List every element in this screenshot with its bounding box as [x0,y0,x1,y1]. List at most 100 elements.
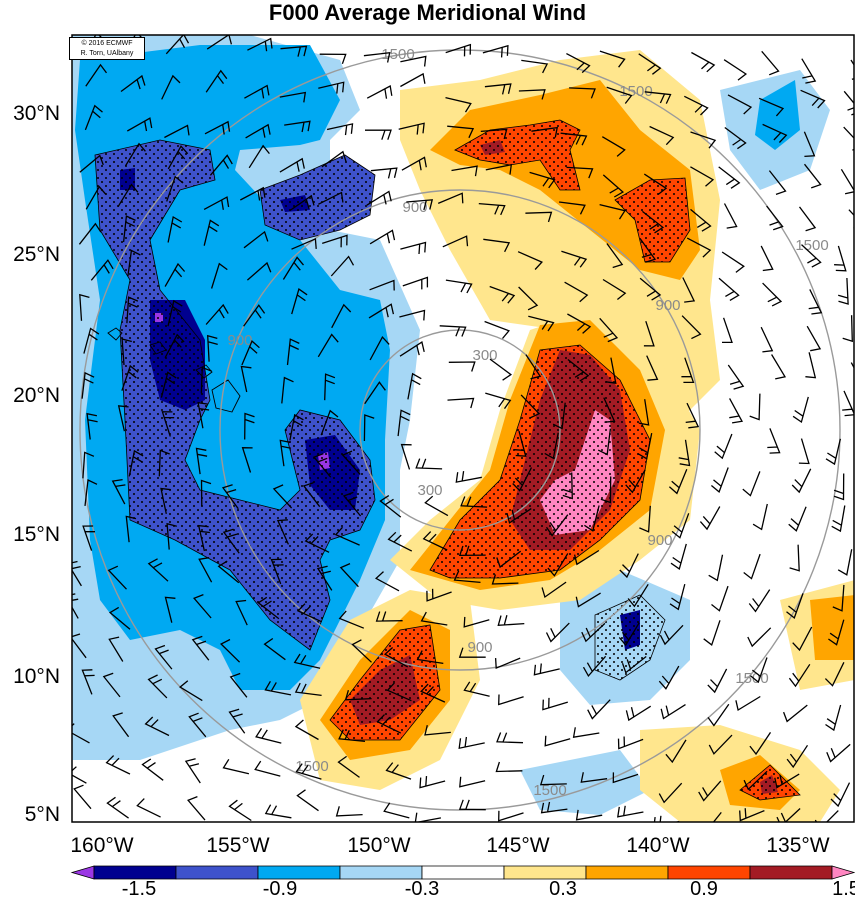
wind-barb [690,166,715,187]
wind-barb [798,206,817,232]
wind-barb [458,647,486,658]
credit-line-1: © 2016 ECMWF [81,40,133,47]
wind-barb [369,279,395,291]
wind-barb [483,238,511,253]
island-maui [195,364,213,379]
wind-barb [270,558,284,585]
wind-barb [243,230,269,249]
wind-barb [85,185,107,210]
lon-label-155W: 155°W [206,834,270,857]
wind-barb [621,655,647,674]
wind-barb [402,276,429,290]
wind-barb [739,808,765,822]
wind-barb [338,729,366,743]
wind-barb [491,574,519,585]
wind-barb [637,432,653,460]
wind-barb [363,414,375,442]
wind-barb [485,163,513,175]
wind-barb [369,229,396,245]
wind-barb [803,163,822,189]
wind-barb [401,156,427,171]
wind-barb [665,739,687,764]
wind-barb [485,392,512,409]
wind-barb [544,432,559,460]
wind-barb [228,799,252,822]
wind-barb [105,755,131,775]
wind-barb [506,508,532,524]
wind-barb [289,194,315,212]
wind-barb [727,94,753,115]
wind-barb [112,712,130,738]
wind-barb [788,663,811,688]
wind-barb [204,120,231,135]
wind-barb [161,74,181,100]
wind-barb [801,244,822,268]
wind-barb [723,203,738,229]
wind-barb [463,616,490,628]
wind-barb [792,396,809,424]
wind-barb [627,583,649,608]
wind-barb [782,704,808,723]
wind-barb [126,117,153,132]
wind-barb [147,674,168,699]
wind-barb [669,583,686,611]
wind-barb [617,805,644,818]
wind-barb [121,364,139,391]
wind-barb [642,210,665,234]
wind-barb [330,255,355,277]
shaded-field: 3003009009009009009001500150015001500150… [72,35,854,822]
wind-barb [244,412,255,440]
wind-barb [167,145,189,170]
wind-barb [158,449,170,477]
wind-barb [658,782,683,804]
contour-label: 1500 [381,46,414,63]
wind-barb [618,622,640,647]
wind-barb [539,774,567,786]
lat-label-5N: 5°N [24,803,60,826]
wind-barb [682,277,696,303]
wind-barb [291,288,308,315]
wind-barb [660,704,686,720]
wind-barb [387,531,413,552]
contour-label: 900 [467,639,492,656]
wind-barb [289,413,304,441]
wind-barb [397,409,411,437]
wind-barb [374,571,400,592]
wind-barb [691,51,716,73]
wind-barb [419,776,446,789]
wind-barb [127,249,141,277]
wind-barb [210,262,228,289]
wind-barb [808,289,823,315]
wind-barb [768,170,787,196]
wind-barb [643,173,668,195]
wind-barb [128,449,144,477]
wind-barb [681,315,702,340]
wind-barb [281,376,294,404]
wind-barb [458,799,486,811]
wind-barb [670,543,687,570]
wind-barb [711,585,729,612]
wind-barb [545,514,569,537]
wind-barb [566,53,591,74]
wind-barb [286,338,300,366]
wind-barb [752,503,768,531]
wind-barb [422,531,448,551]
wind-barb [528,315,555,332]
wind-barb [125,515,137,543]
wind-barb [319,53,347,65]
wind-barb [617,736,644,750]
wind-barb [164,596,176,623]
contour-label: 900 [227,332,252,349]
wind-barb [217,560,240,584]
wind-barb [400,241,427,255]
wind-barb [102,672,121,698]
wind-barb [698,780,722,802]
wind-barb [842,390,854,417]
wind-barb [805,352,817,379]
wind-barb [73,784,92,810]
wind-barb [78,222,102,245]
wind-barb [825,704,842,732]
wind-barb [291,237,317,250]
wind-barb [84,104,103,131]
wind-barb [221,484,239,510]
